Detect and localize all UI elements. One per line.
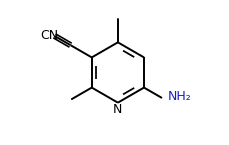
Text: N: N — [113, 103, 122, 116]
Text: NH₂: NH₂ — [167, 90, 191, 103]
Text: CN: CN — [40, 29, 58, 42]
